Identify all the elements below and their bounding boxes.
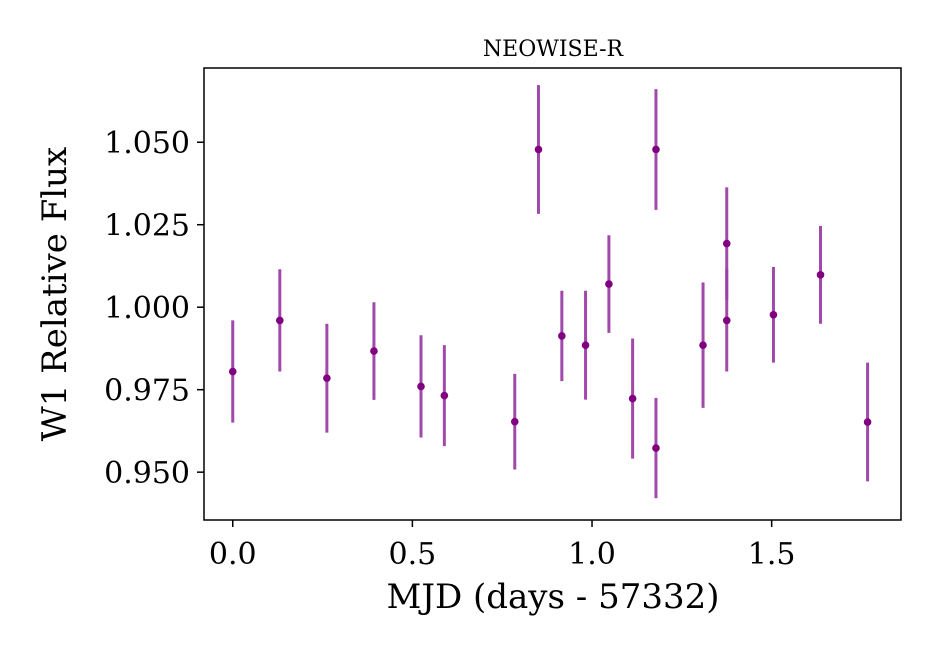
x-tick-label: 0.0	[209, 537, 257, 572]
y-tick-label: 0.975	[104, 374, 190, 409]
data-point-4	[417, 382, 425, 391]
data-marks	[228, 85, 872, 499]
data-point-17	[769, 310, 778, 319]
x-axis: 0.0 0.5 1.0 1.5	[209, 520, 796, 572]
data-point-11	[628, 394, 637, 403]
data-point-9	[581, 341, 590, 349]
data-point-18	[816, 271, 825, 279]
data-point-3	[370, 347, 378, 355]
data-point-12	[652, 145, 660, 154]
chart-title: NEOWISE-R	[483, 37, 625, 62]
x-tick-label: 1.0	[568, 537, 616, 572]
y-axis: 0.950 0.975 1.000 1.025 1.050	[104, 126, 204, 491]
y-tick-label: 1.000	[104, 291, 190, 326]
y-tick-label: 0.950	[104, 456, 190, 491]
x-tick-label: 0.5	[389, 537, 437, 572]
data-point-1	[276, 316, 284, 325]
data-point-15	[722, 239, 731, 248]
data-point-14	[699, 341, 707, 349]
data-point-5	[440, 391, 449, 400]
y-tick-label: 1.025	[104, 209, 190, 244]
data-point-2	[323, 374, 331, 382]
data-point-8	[558, 332, 566, 340]
x-axis-label: MJD (days - 57332)	[387, 577, 720, 617]
data-point-13	[652, 444, 660, 452]
data-point-6	[510, 417, 519, 426]
data-point-16	[722, 316, 731, 325]
x-tick-label: 1.5	[748, 537, 796, 572]
y-tick-label: 1.050	[104, 126, 190, 161]
data-point-7	[534, 145, 543, 154]
y-axis-label: W1 Relative Flux	[35, 147, 75, 441]
data-point-0	[228, 367, 237, 376]
data-point-10	[605, 280, 613, 288]
plot-frame	[203, 67, 902, 521]
data-point-19	[863, 418, 872, 426]
